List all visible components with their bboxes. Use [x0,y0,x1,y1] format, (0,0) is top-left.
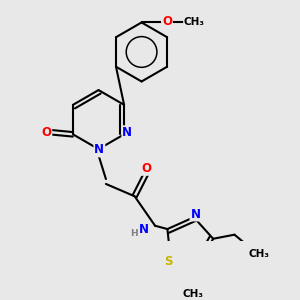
Text: N: N [139,223,148,236]
Text: CH₃: CH₃ [249,249,270,259]
Text: CH₃: CH₃ [182,289,203,299]
Text: O: O [162,15,172,28]
Text: N: N [190,208,200,220]
Text: N: N [122,126,132,139]
Text: H: H [130,229,138,238]
Text: N: N [94,143,104,156]
Text: CH₃: CH₃ [184,17,205,28]
Text: O: O [141,162,151,175]
Text: O: O [41,126,51,139]
Text: S: S [164,255,172,268]
